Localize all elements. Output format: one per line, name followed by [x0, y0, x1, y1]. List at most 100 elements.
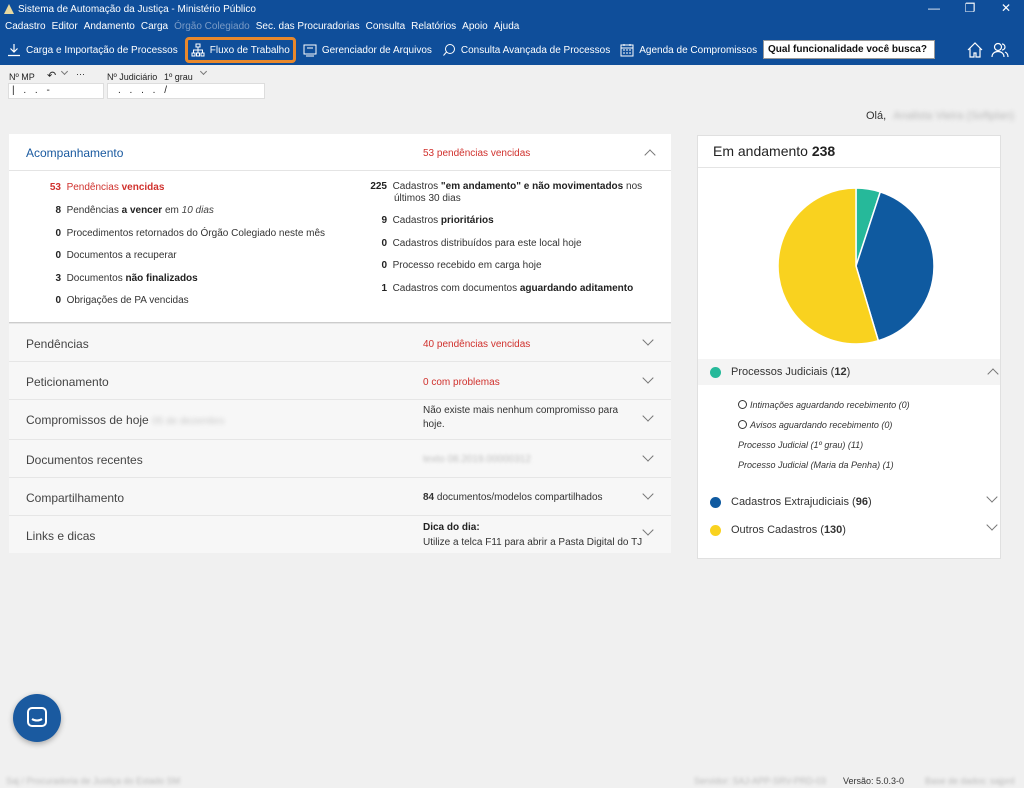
clock-icon [738, 420, 747, 429]
list-item[interactable]: 0 Documentos a recuperar [55, 250, 177, 261]
fluxo-trabalho-button[interactable]: Fluxo de Trabalho [184, 37, 296, 63]
pie-slice-outros-cadastros[interactable] [777, 187, 880, 345]
section-links-dicas[interactable]: Links e dicas Dica do dia: Utilize a tel… [9, 515, 671, 553]
list-item[interactable]: 1 Cadastros com documentos aguardando ad… [381, 283, 634, 294]
chevron-up-icon[interactable] [987, 368, 999, 380]
more-icon[interactable]: ··· [76, 69, 85, 79]
list-item[interactable]: 53 Pendências vencidas [49, 182, 165, 193]
divider [698, 167, 1000, 168]
list-item[interactable]: 0 Cadastros distribuídos para este local… [381, 238, 582, 249]
section-documentos-recentes[interactable]: Documentos recentes texto 08.2019.000003… [9, 439, 671, 477]
acompanhamento-body: 53 Pendências vencidas 8 Pendências a ve… [9, 171, 671, 323]
restore-button[interactable]: ❐ [964, 1, 976, 15]
fluxo-trabalho-label: Fluxo de Trabalho [209, 44, 290, 56]
list-item[interactable]: 3 Documentos não finalizados [55, 273, 198, 284]
menu-relatorios[interactable]: Relatórios [411, 21, 457, 32]
window-title: Sistema de Automação da Justiça - Minist… [18, 3, 256, 15]
consulta-avancada-label: Consulta Avançada de Processos [460, 44, 611, 56]
app-logo-icon [4, 4, 14, 14]
menu-orgao-colegiado[interactable]: Órgão Colegiado [174, 21, 250, 32]
list-item[interactable]: 225 Cadastros "em andamento" e não movim… [370, 181, 643, 192]
judicial-number-input[interactable]: . . . . / [107, 83, 265, 99]
section-status: Não existe mais nenhum compromisso para [423, 405, 619, 416]
chat-support-button[interactable] [13, 694, 61, 742]
mp-number-label: Nº MP [9, 72, 35, 82]
section-peticionamento[interactable]: Peticionamento 0 com problemas [9, 361, 671, 399]
chevron-down-icon[interactable] [642, 372, 654, 384]
legend-outros-cadastros[interactable]: Outros Cadastros (130) [698, 517, 1000, 543]
consulta-avancada-button[interactable]: Consulta Avançada de Processos [439, 37, 613, 63]
status-left: Saj / Procuradoria de Justiça do Estado … [6, 776, 181, 786]
section-title: Peticionamento [26, 375, 109, 389]
feature-search-input[interactable]: Qual funcionalidade você busca? [763, 40, 935, 59]
undo-icon[interactable]: ↶ [47, 70, 57, 82]
menu-editor[interactable]: Editor [51, 21, 78, 32]
agenda-compromissos-label: Agenda de Compromissos [639, 44, 758, 56]
chevron-down-icon[interactable] [986, 491, 998, 503]
judicial-number-label: Nº Judiciário [107, 72, 158, 82]
carga-importacao-button[interactable]: Carga e Importação de Processos [4, 37, 181, 63]
section-status: Utilize a telca F11 para abrir a Pasta D… [423, 537, 643, 548]
carga-importacao-label: Carga e Importação de Processos [26, 44, 178, 56]
dashboard-panel: Acompanhamento 53 pendências vencidas 53… [9, 134, 671, 553]
clock-icon [738, 400, 747, 409]
chevron-down-icon[interactable] [642, 450, 654, 462]
toolbar: Carga e Importação de Processos Fluxo de… [0, 35, 1024, 65]
users-icon[interactable] [991, 41, 1009, 59]
sub-item-maria-penha[interactable]: Processo Judicial (Maria da Penha) (1) [738, 460, 894, 470]
pie-slice-cadastros-extrajudiciais[interactable] [855, 190, 935, 342]
sub-item-processo-1grau[interactable]: Processo Judicial (1º grau) (11) [738, 440, 864, 450]
section-compromissos[interactable]: Compromissos de hoje 05 de dezembro Não … [9, 399, 671, 439]
section-pendencias[interactable]: Pendências 40 pendências vencidas [9, 323, 671, 361]
legend-cadastros-extrajudiciais[interactable]: Cadastros Extrajudiciais (96) [698, 489, 1000, 515]
chevron-down-icon[interactable] [642, 524, 654, 536]
mp-number-input[interactable]: | . . - [8, 83, 104, 99]
list-item[interactable]: 0 Processo recebido em carga hoje [381, 260, 542, 271]
legend-processos-judiciais[interactable]: Processos Judiciais (12) [698, 359, 1000, 385]
status-database: Base de dados: sajprd [925, 776, 1015, 786]
grau-selector[interactable]: 1º grau [164, 72, 193, 82]
list-item[interactable]: 8 Pendências a vencer em 10 dias [55, 205, 214, 216]
pie-chart [777, 187, 935, 345]
chevron-up-icon[interactable] [644, 149, 656, 161]
gerenciador-arquivos-button[interactable]: Gerenciador de Arquivos [300, 37, 435, 63]
filter-bar: Nº MP ↶ ··· Nº Judiciário 1º grau | . . … [0, 65, 1024, 103]
agenda-compromissos-button[interactable]: Agenda de Compromissos [617, 37, 760, 63]
section-title: Links e dicas [26, 529, 96, 543]
greeting-prefix: Olá, [866, 110, 887, 122]
menu-ajuda[interactable]: Ajuda [493, 21, 520, 32]
menu-cadastro[interactable]: Cadastro [5, 21, 46, 32]
chevron-down-icon[interactable] [642, 488, 654, 500]
section-status: 40 pendências vencidas [423, 339, 531, 350]
list-item[interactable]: 0 Obrigações de PA vencidas [55, 295, 189, 306]
list-item[interactable]: 9 Cadastros prioritários [381, 215, 494, 226]
chevron-down-icon[interactable] [642, 334, 654, 346]
menu-bar: Cadastro Editor Andamento Carga Órgão Co… [0, 18, 1024, 35]
menu-sec-procuradorias[interactable]: Sec. das Procuradorias [255, 21, 360, 32]
close-button[interactable]: ✕ [1000, 1, 1012, 15]
menu-carga[interactable]: Carga [140, 21, 169, 32]
section-status-line2: hoje. [423, 419, 445, 430]
minimize-button[interactable]: — [928, 1, 940, 15]
status-bar: Saj / Procuradoria de Justiça do Estado … [0, 772, 1024, 788]
menu-apoio[interactable]: Apoio [462, 21, 488, 32]
chevron-down-icon[interactable] [642, 410, 654, 422]
menu-andamento[interactable]: Andamento [83, 21, 135, 32]
section-compartilhamento[interactable]: Compartilhamento 84 documentos/modelos c… [9, 477, 671, 515]
em-andamento-title: Em andamento 238 [713, 143, 836, 159]
home-icon[interactable] [966, 41, 984, 59]
menu-consulta[interactable]: Consulta [365, 21, 406, 32]
list-item[interactable]: 0 Procedimentos retornados do Órgão Cole… [55, 228, 326, 239]
search-chat-icon [443, 44, 455, 56]
acompanhamento-header[interactable]: Acompanhamento 53 pendências vencidas [9, 134, 671, 171]
sub-item-intimacoes[interactable]: Intimações aguardando recebimento (0) [738, 400, 910, 410]
legend-dot-icon [710, 525, 721, 536]
gerenciador-arquivos-label: Gerenciador de Arquivos [321, 44, 432, 56]
legend-label: Outros Cadastros (130) [731, 524, 846, 536]
sub-item-avisos[interactable]: Avisos aguardando recebimento (0) [738, 420, 892, 430]
chevron-down-icon[interactable] [60, 67, 69, 76]
grau-chevron-icon[interactable] [199, 67, 208, 76]
file-manager-icon [303, 44, 317, 57]
legend-label: Cadastros Extrajudiciais (96) [731, 496, 872, 508]
chevron-down-icon[interactable] [986, 519, 998, 531]
